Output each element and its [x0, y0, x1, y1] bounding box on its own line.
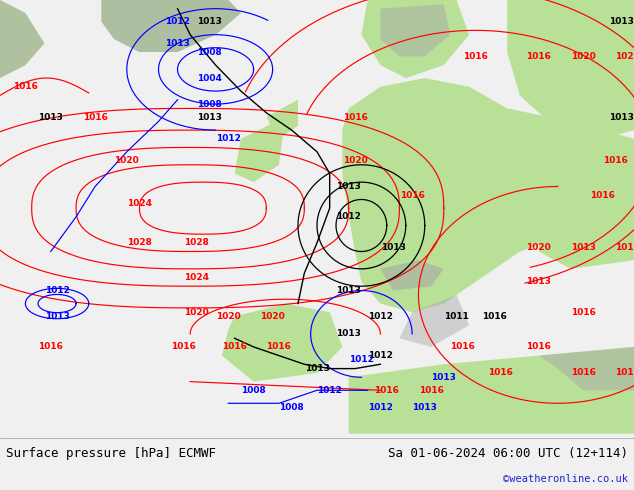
- Text: 1016: 1016: [526, 343, 552, 351]
- Text: 1013: 1013: [336, 286, 361, 295]
- Text: 1013: 1013: [197, 113, 222, 122]
- Text: 1013: 1013: [380, 243, 406, 252]
- Text: 1012: 1012: [368, 351, 393, 360]
- Polygon shape: [539, 347, 634, 390]
- Polygon shape: [361, 0, 469, 78]
- Text: 1016: 1016: [222, 343, 247, 351]
- Polygon shape: [222, 304, 342, 382]
- Text: 1020: 1020: [342, 156, 368, 165]
- Text: 1012: 1012: [165, 17, 190, 26]
- Polygon shape: [539, 182, 634, 269]
- Text: 1012: 1012: [615, 368, 634, 377]
- Polygon shape: [342, 78, 634, 312]
- Text: 1013: 1013: [412, 403, 437, 412]
- Polygon shape: [101, 0, 241, 52]
- Text: Surface pressure [hPa] ECMWF: Surface pressure [hPa] ECMWF: [6, 447, 216, 460]
- Text: 1013: 1013: [165, 39, 190, 48]
- Text: 1020: 1020: [114, 156, 139, 165]
- Text: 1020: 1020: [615, 52, 634, 61]
- Polygon shape: [101, 0, 241, 52]
- Text: 1013: 1013: [336, 182, 361, 191]
- Text: 1020: 1020: [526, 243, 552, 252]
- Text: 1013: 1013: [197, 17, 222, 26]
- Text: 1012: 1012: [216, 134, 241, 143]
- Text: 1013: 1013: [609, 113, 634, 122]
- Text: 1013: 1013: [609, 17, 634, 26]
- Text: 1016: 1016: [463, 52, 488, 61]
- Text: 1024: 1024: [184, 273, 209, 282]
- Polygon shape: [235, 117, 285, 182]
- Text: 1016: 1016: [590, 191, 615, 199]
- Text: 1016: 1016: [482, 312, 507, 321]
- Text: 1013: 1013: [571, 243, 596, 252]
- Polygon shape: [380, 4, 450, 56]
- Text: 1008: 1008: [279, 403, 304, 412]
- Text: 1013: 1013: [615, 243, 634, 252]
- Text: 1016: 1016: [571, 368, 596, 377]
- Text: 1008: 1008: [197, 99, 222, 109]
- Text: 1016: 1016: [266, 343, 292, 351]
- Polygon shape: [380, 260, 444, 291]
- Text: 1016: 1016: [374, 386, 399, 395]
- Text: 1008: 1008: [197, 48, 222, 56]
- Text: 1011: 1011: [444, 312, 469, 321]
- Polygon shape: [266, 100, 298, 139]
- Text: 1016: 1016: [342, 113, 368, 122]
- Text: ©weatheronline.co.uk: ©weatheronline.co.uk: [503, 474, 628, 484]
- Text: 1012: 1012: [368, 403, 393, 412]
- Text: 1020: 1020: [260, 312, 285, 321]
- Text: 1020: 1020: [571, 52, 596, 61]
- Polygon shape: [0, 0, 44, 78]
- Text: 1012: 1012: [317, 386, 342, 395]
- Text: 1013: 1013: [526, 277, 552, 286]
- Text: 1008: 1008: [241, 386, 266, 395]
- Text: 1016: 1016: [13, 82, 38, 91]
- Text: 1024: 1024: [127, 199, 152, 208]
- Text: 1012: 1012: [349, 355, 374, 365]
- Text: 1016: 1016: [602, 156, 628, 165]
- Text: 1004: 1004: [197, 74, 222, 82]
- Text: 1028: 1028: [127, 238, 152, 247]
- Text: 1016: 1016: [450, 343, 476, 351]
- Text: 1013: 1013: [44, 312, 70, 321]
- Text: 1013: 1013: [304, 364, 330, 373]
- Text: 1016: 1016: [399, 191, 425, 199]
- Text: 1020: 1020: [216, 312, 241, 321]
- Polygon shape: [507, 0, 634, 139]
- Text: 1016: 1016: [488, 368, 514, 377]
- Text: 1016: 1016: [82, 113, 108, 122]
- Text: 1016: 1016: [571, 308, 596, 317]
- Text: 1013: 1013: [38, 113, 63, 122]
- Text: 1012: 1012: [368, 312, 393, 321]
- Text: 1013: 1013: [336, 329, 361, 339]
- Text: 1012: 1012: [336, 212, 361, 221]
- Text: 1012: 1012: [44, 286, 70, 295]
- Text: 1016: 1016: [526, 52, 552, 61]
- Text: Sa 01-06-2024 06:00 UTC (12+114): Sa 01-06-2024 06:00 UTC (12+114): [387, 447, 628, 460]
- Polygon shape: [0, 0, 44, 78]
- Text: 1016: 1016: [38, 343, 63, 351]
- Text: 1016: 1016: [418, 386, 444, 395]
- Text: 1020: 1020: [184, 308, 209, 317]
- Text: 1013: 1013: [431, 373, 456, 382]
- Polygon shape: [349, 347, 634, 434]
- Polygon shape: [399, 295, 469, 347]
- Text: 1028: 1028: [184, 238, 209, 247]
- Text: 1016: 1016: [171, 343, 197, 351]
